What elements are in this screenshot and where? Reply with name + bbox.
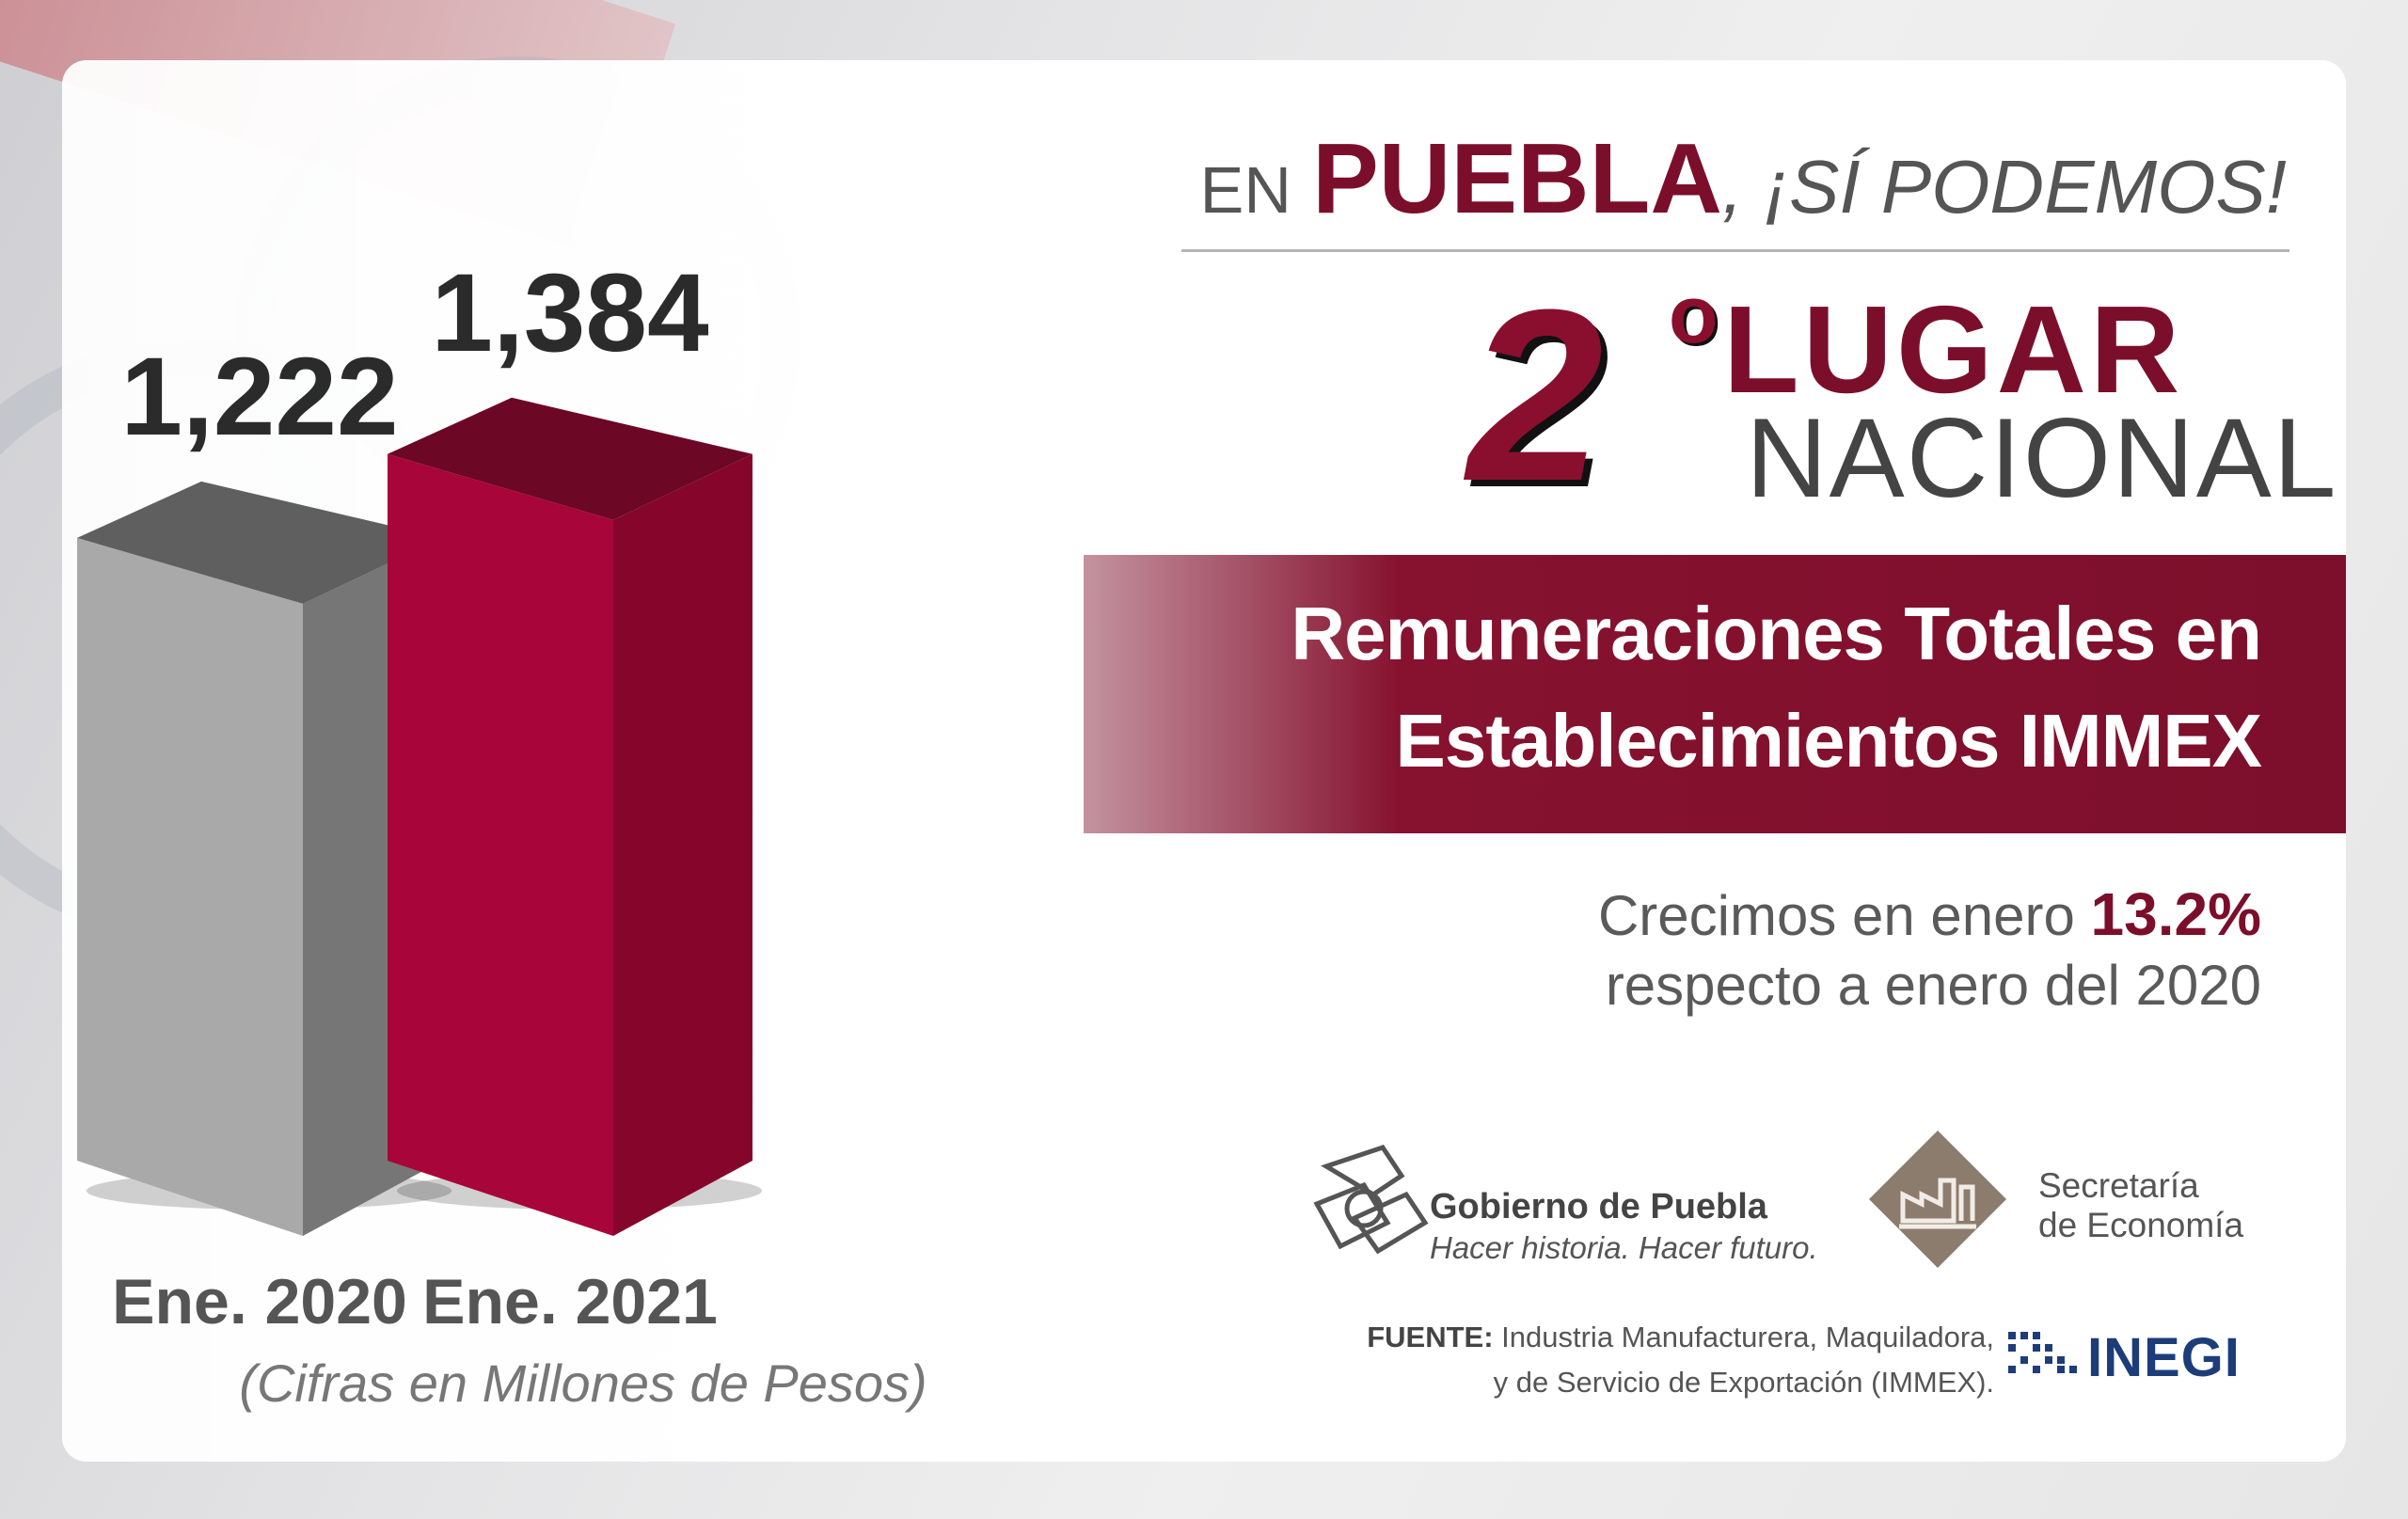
headline-prefix: EN	[1199, 153, 1291, 227]
bar-value-label: 1,384	[431, 251, 708, 375]
bar-front	[388, 453, 613, 1236]
indicator-title-line1: Remuneraciones Totales en	[1291, 592, 2262, 675]
growth-text-2: respecto a enero del 2020	[1605, 954, 2261, 1017]
bar-top	[388, 397, 752, 520]
inegi-wordmark: INEGI	[2087, 1327, 2241, 1388]
secretaria-line2: de Economía	[2038, 1206, 2244, 1244]
units-note: (Cifras en Millones de Pesos)	[239, 1353, 927, 1413]
rank-lugar: LUGAR	[1723, 280, 2184, 419]
bar-side	[613, 453, 752, 1236]
headline-place: PUEBLA	[1312, 123, 1722, 234]
inegi-logo: INEGI	[2008, 1326, 2272, 1388]
bar-top	[77, 481, 442, 604]
gobierno-puebla-emblem-icon	[1313, 1145, 1429, 1255]
bar-value-label: 1,222	[120, 335, 398, 459]
gobierno-puebla-title: Gobierno de Puebla	[1430, 1187, 1767, 1226]
rank-nacional: NACIONAL	[1746, 395, 2338, 521]
indicator-banner: Remuneraciones Totales en Establecimient…	[1084, 555, 2346, 833]
bar-chart: 1,222 Ene. 2020 1,384 Ene. 2021	[77, 251, 762, 1337]
rank-ordinal: o	[1669, 270, 1719, 360]
gobierno-puebla-logo: Gobierno de Puebla Hacer historia. Hacer…	[1298, 1129, 1825, 1279]
source-label: FUENTE:	[1367, 1321, 1494, 1353]
source-line1: Industria Manufacturera, Maquiladora,	[1501, 1321, 1994, 1353]
secretaria-economia-logo: Secretaría de Economía	[1867, 1129, 2281, 1270]
inegi-dots-icon	[2008, 1332, 2077, 1373]
factory-diamond-icon	[1869, 1131, 2006, 1268]
source-note: FUENTE: Industria Manufacturera, Maquila…	[1279, 1315, 1994, 1405]
headline-suffix: , ¡SÍ PODEMOS!	[1721, 145, 2287, 229]
bar-front	[77, 537, 303, 1236]
growth-text: Crecimos en enero 13.2% respecto a enero…	[1411, 879, 2261, 1021]
source-line2: y de Servicio de Exportación (IMMEX).	[1493, 1366, 1994, 1399]
growth-percent: 13.2%	[2090, 880, 2261, 948]
gobierno-puebla-motto: Hacer historia. Hacer futuro.	[1430, 1230, 1818, 1265]
bar-category-label: Ene. 2020	[112, 1266, 407, 1337]
rank-block: 2 o LUGAR NACIONAL	[1467, 260, 2336, 532]
indicator-title-line2: Establecimientos IMMEX	[1395, 699, 2262, 783]
rank-number: 2	[1467, 260, 1604, 532]
headline: EN PUEBLA, ¡SÍ PODEMOS!	[1181, 122, 2287, 236]
headline-divider	[1181, 249, 2289, 252]
secretaria-line1: Secretaría	[2038, 1166, 2199, 1205]
bar-category-label: Ene. 2021	[422, 1266, 718, 1337]
growth-text-1: Crecimos en enero	[1597, 884, 2075, 947]
